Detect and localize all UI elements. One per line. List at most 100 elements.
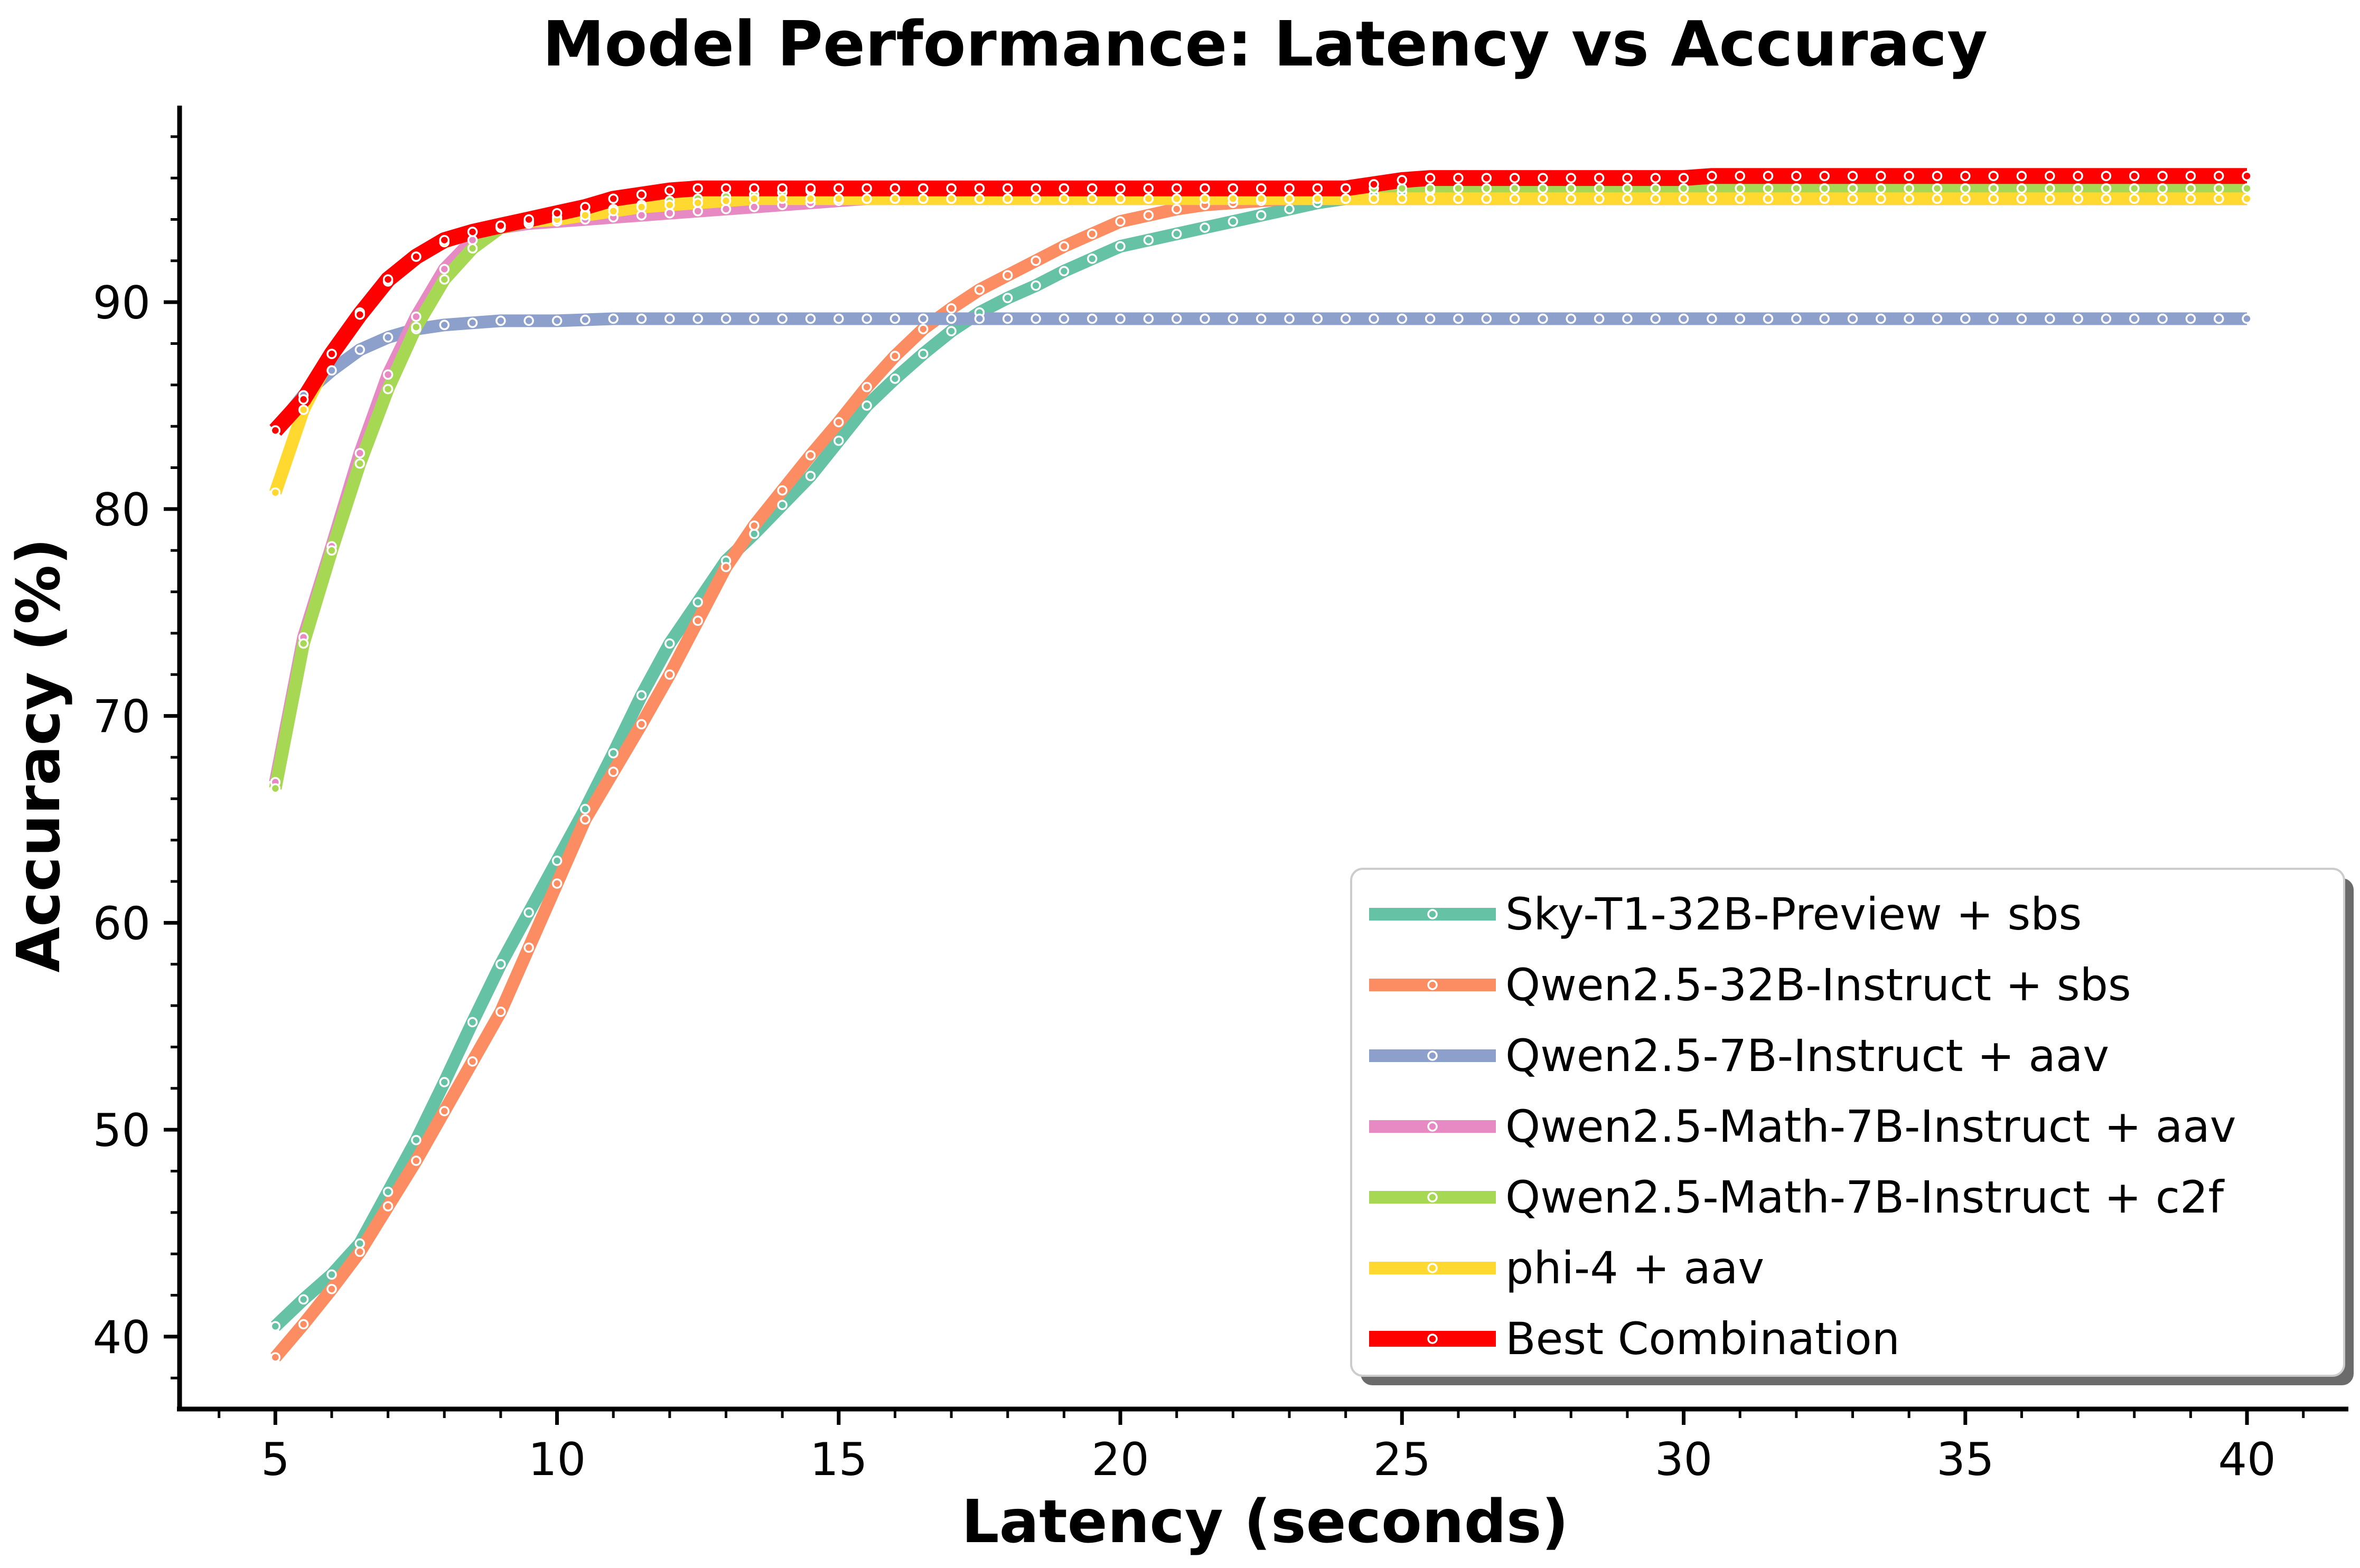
data-point bbox=[636, 719, 647, 730]
data-point bbox=[2073, 183, 2083, 194]
y-tick-label: 50 bbox=[93, 1104, 151, 1157]
data-point bbox=[2129, 171, 2140, 181]
data-point bbox=[2016, 193, 2027, 204]
data-point bbox=[2129, 313, 2140, 324]
data-point bbox=[467, 234, 478, 246]
data-point bbox=[1228, 193, 1239, 204]
data-point bbox=[2101, 171, 2112, 181]
data-point bbox=[2129, 183, 2140, 194]
data-point bbox=[1538, 193, 1548, 204]
data-point bbox=[270, 487, 281, 498]
data-point bbox=[2073, 313, 2083, 324]
x-tick-label: 10 bbox=[528, 1433, 586, 1486]
data-point bbox=[1002, 193, 1013, 204]
legend-label: phi-4 + aav bbox=[1505, 1242, 1764, 1294]
data-point bbox=[580, 814, 591, 825]
data-point bbox=[495, 959, 506, 970]
data-point bbox=[411, 322, 422, 332]
data-point bbox=[1312, 313, 1323, 324]
data-point bbox=[1932, 313, 1943, 324]
data-point bbox=[298, 394, 309, 405]
data-point bbox=[1988, 193, 1999, 204]
data-point bbox=[918, 349, 929, 359]
data-point bbox=[2157, 193, 2168, 204]
y-tick-label: 40 bbox=[93, 1311, 151, 1364]
data-point bbox=[918, 183, 929, 194]
data-point bbox=[298, 405, 309, 415]
data-point bbox=[1538, 173, 1548, 183]
legend-marker bbox=[1427, 1121, 1438, 1132]
data-point bbox=[749, 313, 760, 324]
data-point bbox=[2185, 193, 2196, 204]
data-point bbox=[1650, 193, 1661, 204]
data-point bbox=[2129, 193, 2140, 204]
data-point bbox=[1594, 313, 1605, 324]
data-point bbox=[2045, 313, 2055, 324]
data-point bbox=[1622, 183, 1633, 194]
x-tick-label: 5 bbox=[261, 1433, 290, 1486]
axis-ticks: 5 10 15 20 25 30 35 40 40 50 60 70 80 90 bbox=[93, 135, 2305, 1486]
data-point bbox=[1932, 171, 1943, 181]
data-point bbox=[1566, 173, 1576, 183]
data-point bbox=[1678, 183, 1689, 194]
data-point bbox=[1425, 313, 1436, 324]
data-point bbox=[1256, 313, 1267, 324]
data-point bbox=[777, 500, 788, 510]
data-point bbox=[326, 1284, 337, 1294]
data-point bbox=[974, 284, 985, 295]
data-point bbox=[1284, 193, 1295, 204]
data-point bbox=[2157, 313, 2168, 324]
data-point bbox=[1031, 256, 1041, 266]
data-point bbox=[1735, 171, 1745, 181]
data-point bbox=[2157, 171, 2168, 181]
legend-marker bbox=[1427, 1334, 1438, 1344]
data-point bbox=[918, 313, 929, 324]
data-point bbox=[2157, 183, 2168, 194]
data-point bbox=[834, 417, 844, 428]
data-point bbox=[1312, 193, 1323, 204]
data-point bbox=[1904, 183, 1914, 194]
data-point bbox=[1819, 313, 1830, 324]
data-point bbox=[1988, 183, 1999, 194]
data-point bbox=[692, 183, 703, 194]
data-point bbox=[523, 315, 534, 326]
data-point bbox=[1566, 313, 1576, 324]
data-point bbox=[1594, 183, 1605, 194]
data-point bbox=[2213, 183, 2224, 194]
data-point bbox=[1115, 193, 1126, 204]
data-point bbox=[495, 220, 506, 231]
data-point bbox=[1481, 173, 1492, 183]
data-point bbox=[354, 458, 366, 469]
data-point bbox=[467, 317, 478, 328]
data-point bbox=[889, 313, 901, 324]
data-point bbox=[1566, 193, 1576, 204]
data-point bbox=[805, 313, 816, 324]
data-point bbox=[354, 344, 366, 355]
data-point bbox=[664, 313, 675, 324]
data-point bbox=[467, 243, 478, 254]
data-point bbox=[1538, 313, 1548, 324]
data-point bbox=[411, 251, 422, 262]
data-point bbox=[2045, 171, 2055, 181]
data-point bbox=[1087, 193, 1098, 204]
data-point bbox=[2242, 171, 2252, 181]
data-point bbox=[1256, 193, 1267, 204]
data-point bbox=[1002, 183, 1013, 194]
data-point bbox=[2213, 193, 2224, 204]
data-point bbox=[1763, 313, 1774, 324]
data-point bbox=[1650, 183, 1661, 194]
data-point bbox=[2185, 171, 2196, 181]
data-point bbox=[2016, 171, 2027, 181]
data-point bbox=[1819, 193, 1830, 204]
data-point bbox=[664, 638, 675, 649]
data-point bbox=[777, 183, 788, 194]
data-point bbox=[608, 748, 619, 758]
legend-marker bbox=[1427, 1050, 1438, 1061]
data-point bbox=[1988, 171, 1999, 181]
chart-title: Model Performance: Latency vs Accuracy bbox=[542, 7, 1988, 80]
data-point bbox=[946, 183, 957, 194]
data-point bbox=[974, 313, 985, 324]
data-point bbox=[1312, 183, 1323, 194]
data-point bbox=[1115, 216, 1126, 227]
data-point bbox=[889, 183, 901, 194]
